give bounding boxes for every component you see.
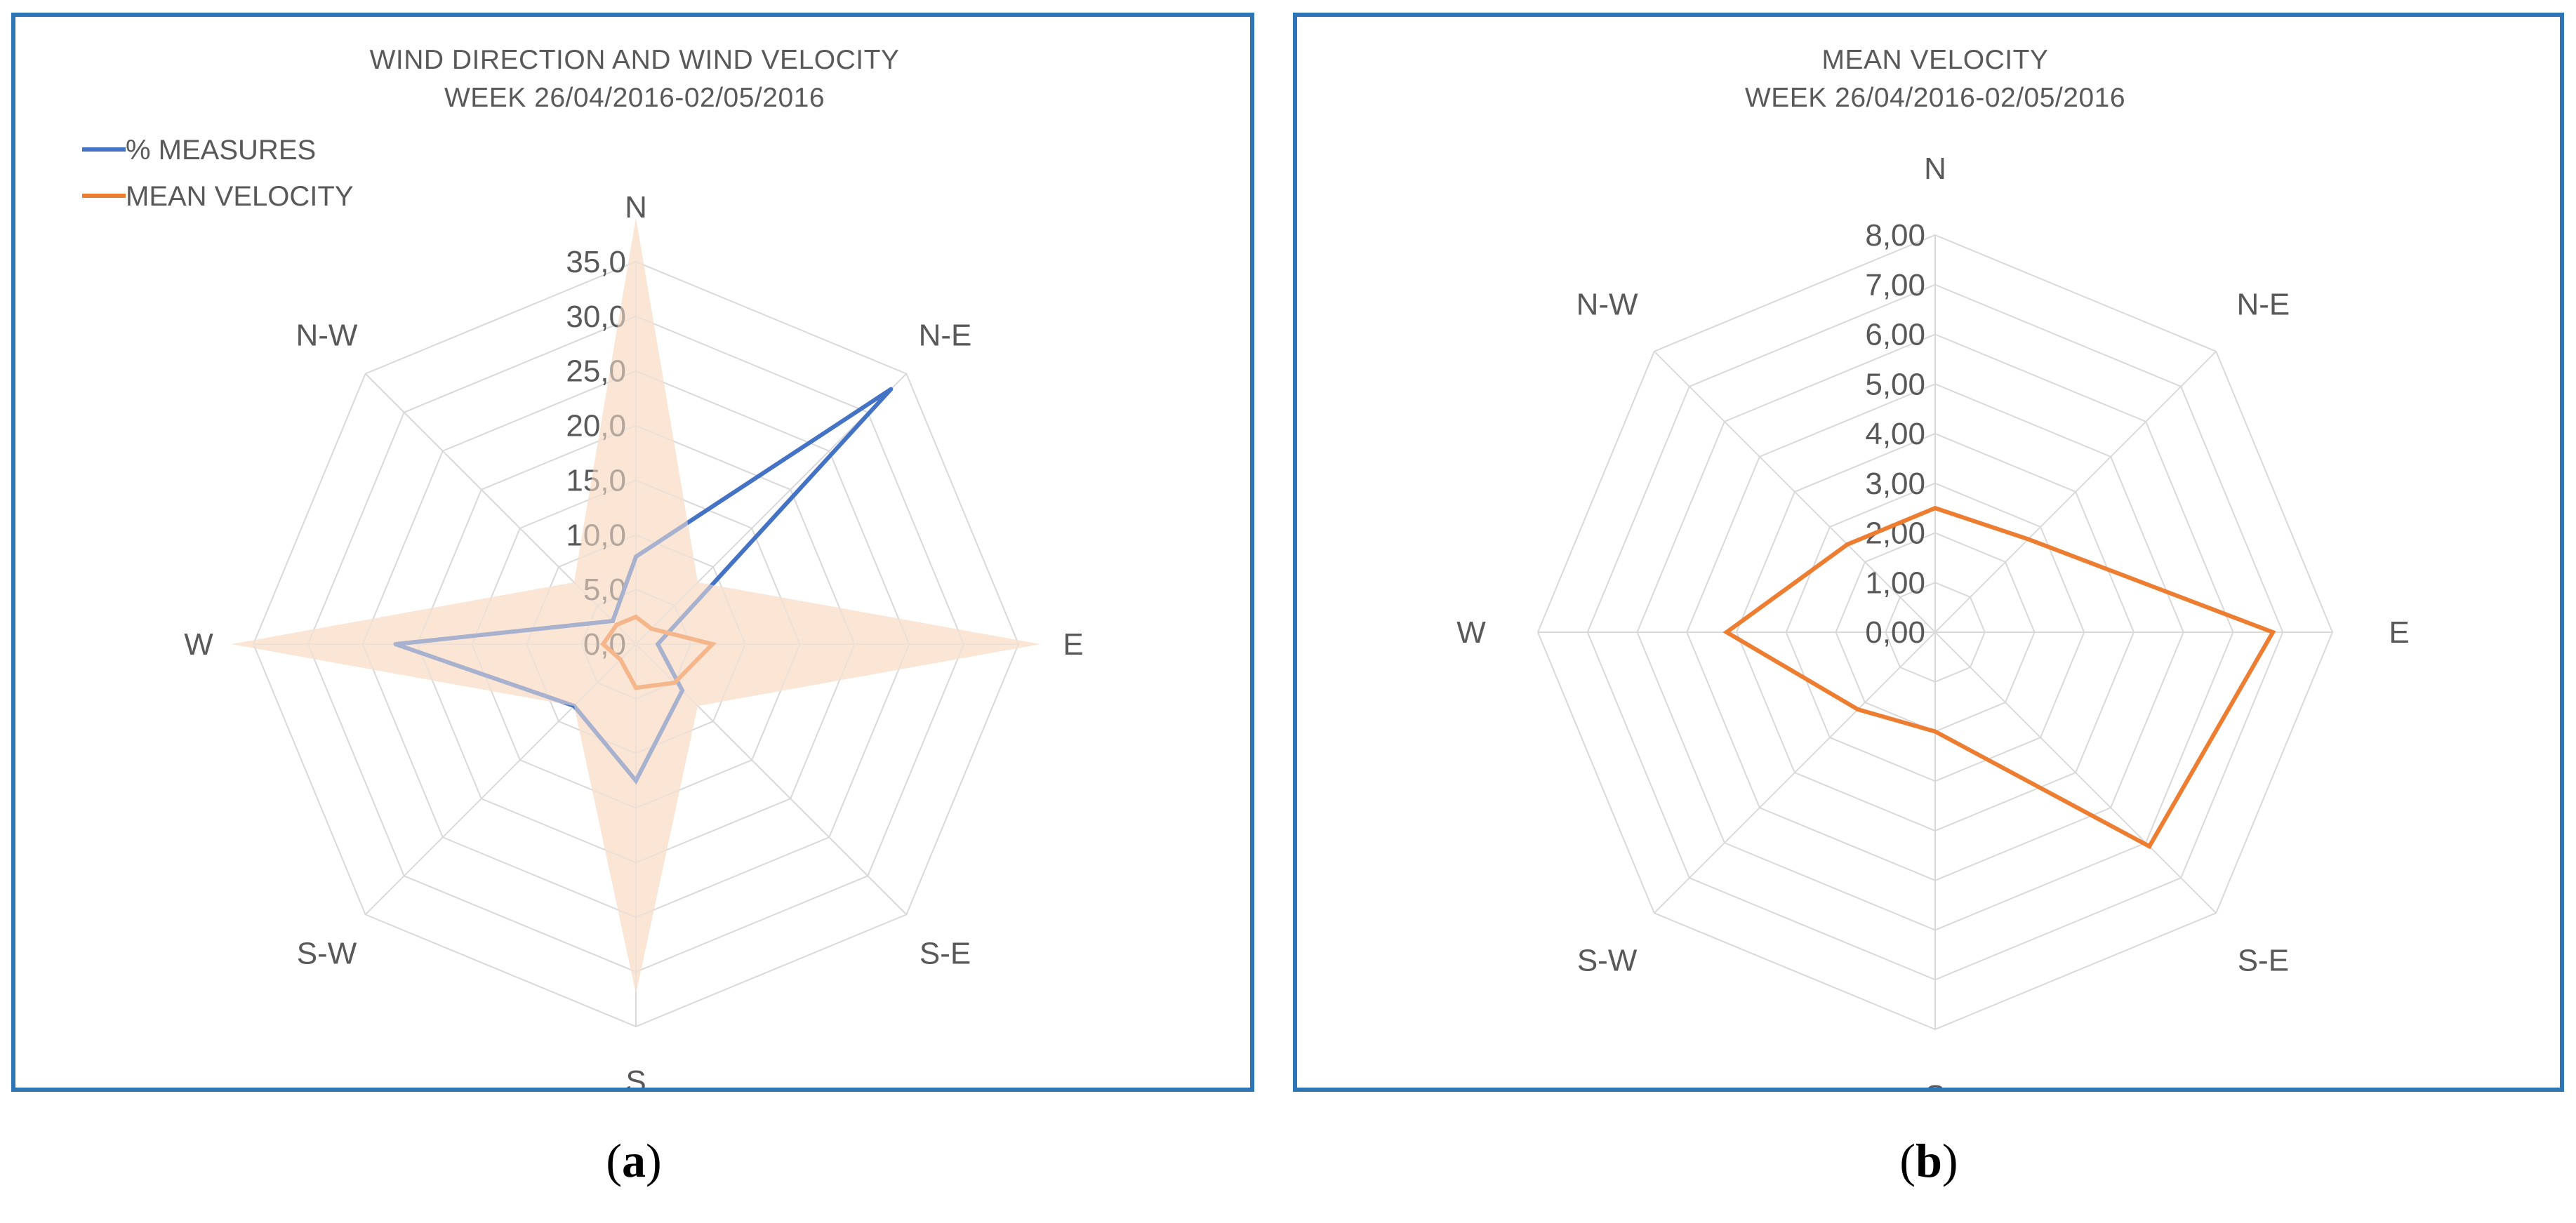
axis-tick-label: 30,0	[566, 300, 626, 334]
legend-label-measures: % MEASURES	[126, 135, 316, 166]
category-label-n-e: N-E	[919, 318, 972, 352]
series-point-mean-velocity	[2271, 630, 2276, 634]
category-label-n-w: N-W	[1576, 288, 1638, 322]
axis-tick-label: 35,0	[566, 245, 626, 279]
chart-panel-b: MEAN VELOCITY WEEK 26/04/2016-02/05/2016 0…	[1293, 13, 2564, 1092]
series-point-mean-velocity	[1933, 506, 1937, 511]
axis-tick-label: 4,00	[1865, 417, 1925, 451]
subfigure-label-b: (b)	[1899, 1134, 1958, 1187]
category-label-n: N	[1924, 152, 1946, 186]
category-label-s: S	[625, 1064, 646, 1088]
series-point-mean-velocity	[2147, 844, 2152, 849]
axis-tick-label: 8,00	[1865, 218, 1925, 253]
axis-tick-label: 1,00	[1865, 566, 1925, 600]
grid-spoke	[1934, 631, 2217, 914]
chart-title-line: WIND DIRECTION AND WIND VELOCITY	[370, 45, 900, 75]
series-line-mean-velocity	[1722, 505, 2276, 850]
category-label-n-w: N-W	[296, 318, 357, 352]
series-point-measures	[889, 387, 894, 392]
category-label-e: E	[1063, 627, 1083, 662]
category-label-n-e: N-E	[2237, 288, 2290, 322]
category-label-w: W	[1456, 615, 1486, 650]
category-label-s-w: S-W	[297, 937, 357, 971]
category-label-w: W	[184, 627, 213, 662]
chart-title-line: WEEK 26/04/2016-02/05/2016	[1745, 83, 2125, 113]
subfigure-label-a: (a)	[606, 1134, 662, 1187]
series-point-mean-velocity	[2026, 537, 2031, 542]
category-label-s-e: S-E	[919, 937, 971, 971]
category-label-s: S	[1925, 1079, 1945, 1088]
axis-tick-label: 3,00	[1865, 467, 1925, 501]
chart-title-line: WEEK 26/04/2016-02/05/2016	[444, 83, 825, 113]
chart-panel-a: WIND DIRECTION AND WIND VELOCITY WEEK 26/…	[11, 13, 1254, 1092]
axis-tick-label: 6,00	[1865, 318, 1925, 352]
radar-chart-a: WIND DIRECTION AND WIND VELOCITY WEEK 26/…	[82, 45, 1084, 1088]
shaded-star-overlay	[231, 218, 1041, 994]
legend-label-mean-velocity: MEAN VELOCITY	[126, 181, 354, 212]
category-label-e: E	[2389, 615, 2409, 650]
category-label-s-e: S-E	[2238, 943, 2289, 977]
axis-tick-label: 7,00	[1865, 268, 1925, 302]
series-point-mean-velocity	[1724, 630, 1729, 634]
series-point-mean-velocity	[1933, 729, 1937, 734]
axis-tick-label: 5,00	[1865, 367, 1925, 401]
series-point-mean-velocity	[1855, 707, 1860, 712]
axis-tick-label: 0,00	[1865, 615, 1925, 650]
category-label-s-w: S-W	[1577, 943, 1638, 977]
radar-chart-b: MEAN VELOCITY WEEK 26/04/2016-02/05/2016 0…	[1456, 45, 2409, 1088]
grid-spoke	[1654, 351, 1936, 633]
grid-spoke	[1654, 631, 1936, 914]
chart-title-line: MEAN VELOCITY	[1822, 45, 2049, 75]
series-point-mean-velocity	[1845, 542, 1850, 547]
grid-spoke	[1934, 351, 2217, 633]
